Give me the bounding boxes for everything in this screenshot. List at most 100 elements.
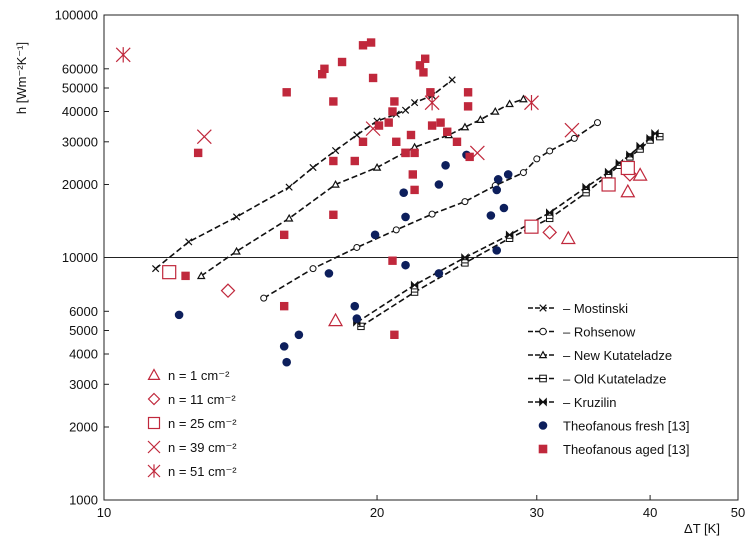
legend-label-theofanous-fresh-13: Theofanous fresh [13] (563, 419, 689, 434)
point-n-51-cm (115, 47, 131, 63)
point-n-11-cm (542, 224, 558, 240)
y-tick-label: 100000 (55, 8, 98, 23)
point-new-kutateladze (331, 179, 340, 188)
point-theofanous-aged-13 (390, 330, 399, 339)
legend-marker-n-25-cm (147, 416, 161, 430)
point-theofanous-aged-13 (427, 121, 437, 130)
point-kruzilin (636, 141, 644, 151)
legend-marker-old-kutateladze (539, 374, 547, 383)
y-tick-label: 60000 (62, 61, 98, 76)
point-n-1-cm (620, 183, 636, 198)
point-new-kutateladze (196, 271, 206, 280)
legend-label-n-1-cm: n = 1 cm⁻² (168, 368, 230, 383)
point-theofanous-fresh-13 (441, 160, 450, 170)
point-rohsenow (392, 226, 400, 234)
point-rohsenow (546, 147, 554, 155)
y-tick-label: 30000 (62, 134, 98, 149)
point-theofanous-fresh-13 (499, 203, 509, 213)
legend: n = 1 cm⁻² n = 11 cm⁻² n = 25 cm⁻² n = 39 c… (147, 301, 690, 479)
legend-label-kruzilin: – Kruzilin (563, 395, 616, 410)
point-theofanous-fresh-13 (174, 310, 184, 320)
point-mostinski (410, 99, 419, 107)
point-theofanous-aged-13 (420, 54, 430, 63)
point-n-25-cm (524, 219, 539, 234)
y-tick-label: 4000 (69, 347, 98, 362)
point-theofanous-fresh-13 (434, 269, 444, 278)
point-theofanous-aged-13 (388, 256, 397, 265)
legend-label-n-25-cm: n = 25 cm⁻² (168, 416, 237, 431)
legend-label-n-39-cm: n = 39 cm⁻² (168, 440, 237, 455)
point-theofanous-aged-13 (436, 118, 445, 127)
point-theofanous-aged-13 (337, 57, 347, 67)
point-new-kutateladze (284, 213, 294, 222)
point-theofanous-aged-13 (181, 271, 190, 281)
y-tick-label: 10000 (62, 250, 98, 265)
point-rohsenow (461, 198, 469, 206)
point-new-kutateladze (232, 246, 241, 255)
point-new-kutateladze (476, 115, 485, 123)
point-theofanous-fresh-13 (399, 188, 409, 198)
point-kruzilin (410, 280, 419, 290)
point-theofanous-fresh-13 (352, 314, 362, 323)
point-theofanous-fresh-13 (294, 330, 304, 340)
point-theofanous-fresh-13 (493, 175, 503, 184)
point-theofanous-aged-13 (282, 88, 291, 97)
point-theofanous-aged-13 (390, 97, 399, 106)
point-theofanous-fresh-13 (492, 185, 502, 195)
legend-marker-n-11-cm (147, 392, 161, 406)
point-theofanous-aged-13 (358, 41, 368, 50)
point-n-25-cm (601, 177, 616, 192)
point-theofanous-aged-13 (320, 64, 329, 73)
point-kruzilin (651, 128, 659, 138)
y-tick-label: 3000 (69, 377, 98, 392)
y-tick-label: 50000 (62, 80, 98, 95)
y-tick-label: 20000 (62, 177, 98, 192)
point-theofanous-aged-13 (401, 148, 410, 158)
point-rohsenow (519, 169, 527, 177)
legend-label-theofanous-aged-13: Theofanous aged [13] (563, 442, 690, 457)
point-n-11-cm (220, 283, 236, 298)
y-tick-label: 6000 (69, 304, 98, 319)
point-theofanous-aged-13 (410, 148, 419, 158)
point-theofanous-aged-13 (374, 121, 384, 130)
point-theofanous-aged-13 (443, 127, 452, 136)
point-theofanous-fresh-13 (434, 180, 444, 189)
point-kruzilin (505, 230, 514, 240)
point-theofanous-aged-13 (350, 156, 359, 166)
point-theofanous-aged-13 (193, 148, 203, 158)
legend-marker-theofanous-aged-13 (538, 444, 548, 454)
point-n-25-cm (162, 265, 177, 280)
y-tick-label: 1000 (69, 493, 98, 508)
point-n-39-cm (564, 122, 580, 138)
point-n-25-cm (620, 160, 635, 176)
point-theofanous-aged-13 (384, 118, 393, 127)
point-mostinski (232, 213, 241, 221)
legend-marker-n-1-cm (147, 368, 161, 380)
point-theofanous-fresh-13 (350, 301, 360, 311)
point-mostinski (285, 183, 293, 191)
x-tick-label: 20 (370, 505, 384, 520)
point-theofanous-fresh-13 (282, 357, 291, 367)
point-rohsenow (533, 155, 541, 163)
legend-label-new-kutateladze: – New Kutateladze (563, 348, 672, 363)
point-theofanous-aged-13 (358, 137, 368, 146)
point-theofanous-fresh-13 (401, 212, 410, 222)
legend-label-mostinski: – Mostinski (563, 301, 628, 316)
point-theofanous-aged-13 (463, 102, 473, 111)
point-rohsenow (260, 294, 268, 302)
point-new-kutateladze (490, 106, 500, 115)
x-tick-label: 40 (643, 505, 657, 520)
x-tick-label: 10 (97, 505, 111, 520)
point-n-1-cm (560, 230, 576, 245)
point-theofanous-aged-13 (329, 210, 338, 219)
point-theofanous-aged-13 (408, 170, 417, 179)
point-n-1-cm (328, 312, 344, 327)
point-theofanous-aged-13 (465, 152, 474, 162)
point-rohsenow (428, 210, 436, 218)
legend-marker-n-51-cm (147, 464, 161, 478)
point-theofanous-fresh-13 (324, 269, 334, 278)
point-kruzilin (461, 253, 469, 262)
point-theofanous-aged-13 (392, 137, 401, 146)
point-mostinski (353, 131, 361, 139)
